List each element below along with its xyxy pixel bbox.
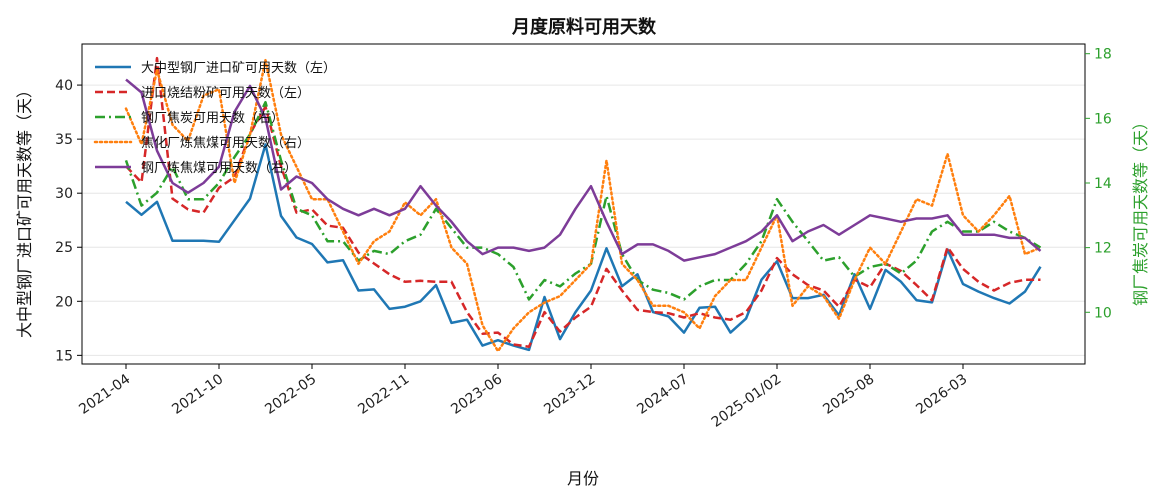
series-line-3: [124, 58, 1042, 353]
y-axis-label-right: 钢厂焦炭可用天数等（天）: [1131, 114, 1150, 306]
y-axis-right: 10 12 14 16 18: [1085, 47, 1112, 321]
series-line-4: [125, 78, 1042, 262]
x-tick-label: 2021-10: [169, 371, 226, 418]
x-tick-label: 2026-03: [913, 371, 970, 418]
y-left-tick-label: 25: [55, 240, 73, 256]
y-right-tick-label: 12: [1094, 241, 1112, 257]
x-tick-label: 2025-01/02: [709, 371, 785, 431]
x-tick-label: 2022-05: [262, 371, 319, 418]
legend-label-1: 进口烧结粉矿可用天数（左）: [141, 86, 310, 101]
y-right-tick-label: 16: [1094, 111, 1112, 127]
y-left-tick-label: 15: [55, 348, 73, 364]
x-tick-label: 2024-07: [634, 371, 691, 418]
x-tick-label: 2023-06: [448, 371, 505, 418]
x-tick-label: 2023-12: [541, 371, 598, 418]
series-lines: [124, 56, 1042, 353]
legend-label-2: 钢厂焦炭可用天数（右）: [141, 111, 284, 126]
plot-frame: [81, 43, 1086, 365]
legend: 大中型钢厂进口矿可用天数（左） 进口烧结粉矿可用天数（左） 钢厂焦炭可用天数（右） 焦…: [93, 61, 336, 176]
y-left-tick-label: 30: [55, 186, 73, 202]
y-axis-label-left: 大中型钢厂进口矿可用天数等（天）: [15, 82, 34, 338]
y-left-tick-label: 40: [55, 78, 73, 94]
y-left-tick-label: 20: [55, 294, 73, 310]
x-tick-label: 2021-04: [76, 371, 133, 418]
y-right-tick-label: 18: [1094, 47, 1112, 63]
x-tick-label: 2022-11: [355, 371, 412, 418]
x-axis-label: 月份: [567, 469, 599, 488]
y-right-tick-label: 14: [1094, 176, 1112, 192]
y-left-tick-label: 35: [55, 132, 73, 148]
series-line-0: [125, 143, 1042, 352]
legend-label-3: 焦化厂炼焦煤可用天数（右）: [141, 136, 310, 151]
legend-label-4: 钢厂炼焦煤可用天数（右）: [141, 161, 297, 176]
y-axis-left: 15 20 25 30 35 40: [55, 78, 82, 364]
x-tick-label: 2025-08: [820, 371, 877, 418]
y-right-tick-label: 10: [1094, 305, 1112, 321]
legend-label-0: 大中型钢厂进口矿可用天数（左）: [141, 61, 336, 76]
chart-title: 月度原料可用天数: [511, 16, 657, 38]
x-axis: 2021-04 2021-10 2022-05 2022-11 2023-06 2023-…: [76, 364, 970, 431]
series-line-2: [124, 100, 1042, 301]
